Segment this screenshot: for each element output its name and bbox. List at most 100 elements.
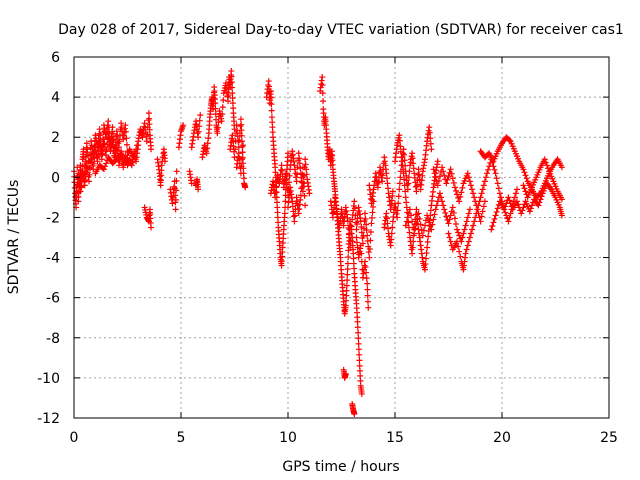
data-point bbox=[281, 210, 288, 217]
data-point bbox=[493, 175, 500, 182]
data-point bbox=[215, 119, 222, 126]
data-point bbox=[302, 156, 309, 163]
data-point bbox=[354, 220, 361, 227]
data-point bbox=[449, 175, 456, 182]
data-point bbox=[353, 226, 360, 233]
data-point bbox=[344, 260, 351, 267]
data-point bbox=[513, 198, 520, 205]
data-point bbox=[146, 126, 153, 133]
data-point bbox=[301, 183, 308, 190]
data-point bbox=[446, 234, 453, 241]
y-tick-label: 4 bbox=[51, 90, 60, 106]
data-point bbox=[196, 117, 203, 124]
data-point bbox=[447, 166, 454, 173]
data-point bbox=[265, 78, 272, 85]
data-point bbox=[396, 180, 403, 187]
data-point bbox=[493, 208, 500, 215]
data-point bbox=[485, 166, 492, 173]
data-point bbox=[291, 212, 298, 219]
data-point bbox=[480, 203, 487, 210]
data-point bbox=[374, 184, 381, 191]
data-point bbox=[268, 94, 275, 101]
data-point bbox=[409, 218, 416, 225]
data-point bbox=[416, 171, 423, 178]
data-point bbox=[454, 191, 461, 198]
data-point bbox=[425, 233, 432, 240]
data-point bbox=[197, 112, 204, 119]
data-point bbox=[471, 194, 478, 201]
data-point bbox=[430, 216, 437, 223]
data-point bbox=[383, 210, 390, 217]
data-point bbox=[410, 238, 417, 245]
data-point bbox=[505, 194, 512, 201]
data-point bbox=[428, 146, 435, 153]
data-point bbox=[522, 188, 529, 195]
data-point bbox=[123, 135, 130, 142]
data-point bbox=[347, 237, 354, 244]
data-point bbox=[351, 205, 358, 212]
data-point bbox=[406, 206, 413, 213]
data-point bbox=[180, 122, 187, 129]
data-point bbox=[558, 196, 565, 203]
data-point bbox=[450, 209, 457, 216]
data-point bbox=[95, 153, 102, 160]
data-point bbox=[402, 222, 409, 229]
data-point bbox=[238, 132, 245, 139]
data-point bbox=[436, 190, 443, 197]
data-point bbox=[362, 215, 369, 222]
data-point bbox=[479, 208, 486, 215]
data-point bbox=[219, 111, 226, 118]
data-point bbox=[454, 238, 461, 245]
data-point bbox=[319, 82, 326, 89]
data-point bbox=[415, 166, 422, 173]
data-point bbox=[350, 250, 357, 257]
data-point bbox=[344, 266, 351, 273]
data-point bbox=[319, 74, 326, 81]
data-point bbox=[365, 249, 372, 256]
data-point bbox=[195, 134, 202, 141]
data-point bbox=[523, 175, 530, 182]
x-tick-label: 0 bbox=[70, 430, 79, 446]
data-point bbox=[538, 193, 545, 200]
data-point bbox=[343, 287, 350, 294]
data-point bbox=[455, 243, 462, 250]
data-point bbox=[342, 370, 349, 377]
data-point bbox=[402, 194, 409, 201]
data-point bbox=[364, 286, 371, 293]
data-point bbox=[158, 172, 165, 179]
data-point bbox=[426, 219, 433, 226]
data-point bbox=[394, 214, 401, 221]
data-point bbox=[476, 198, 483, 205]
data-point bbox=[491, 166, 498, 173]
data-point bbox=[357, 242, 364, 249]
data-point bbox=[452, 220, 459, 227]
data-point bbox=[90, 160, 97, 167]
data-point bbox=[471, 218, 478, 225]
data-point bbox=[345, 241, 352, 248]
data-point bbox=[408, 212, 415, 219]
data-point bbox=[447, 238, 454, 245]
data-point bbox=[295, 150, 302, 157]
data-point bbox=[428, 226, 435, 233]
data-point bbox=[148, 146, 155, 153]
data-point bbox=[303, 166, 310, 173]
data-point bbox=[506, 197, 513, 204]
data-point bbox=[236, 137, 243, 144]
data-point bbox=[401, 176, 408, 183]
data-point bbox=[109, 124, 116, 131]
data-point bbox=[477, 218, 484, 225]
data-point bbox=[387, 242, 394, 249]
data-point bbox=[229, 84, 236, 91]
data-point bbox=[299, 164, 306, 171]
data-point bbox=[87, 151, 94, 158]
data-point bbox=[470, 222, 477, 229]
x-tick-label: 10 bbox=[279, 430, 297, 446]
data-point bbox=[173, 168, 180, 175]
data-point bbox=[267, 88, 274, 95]
data-point bbox=[282, 170, 289, 177]
data-point bbox=[358, 229, 365, 236]
data-point bbox=[204, 140, 211, 147]
data-point bbox=[296, 155, 303, 162]
data-point bbox=[425, 215, 432, 222]
